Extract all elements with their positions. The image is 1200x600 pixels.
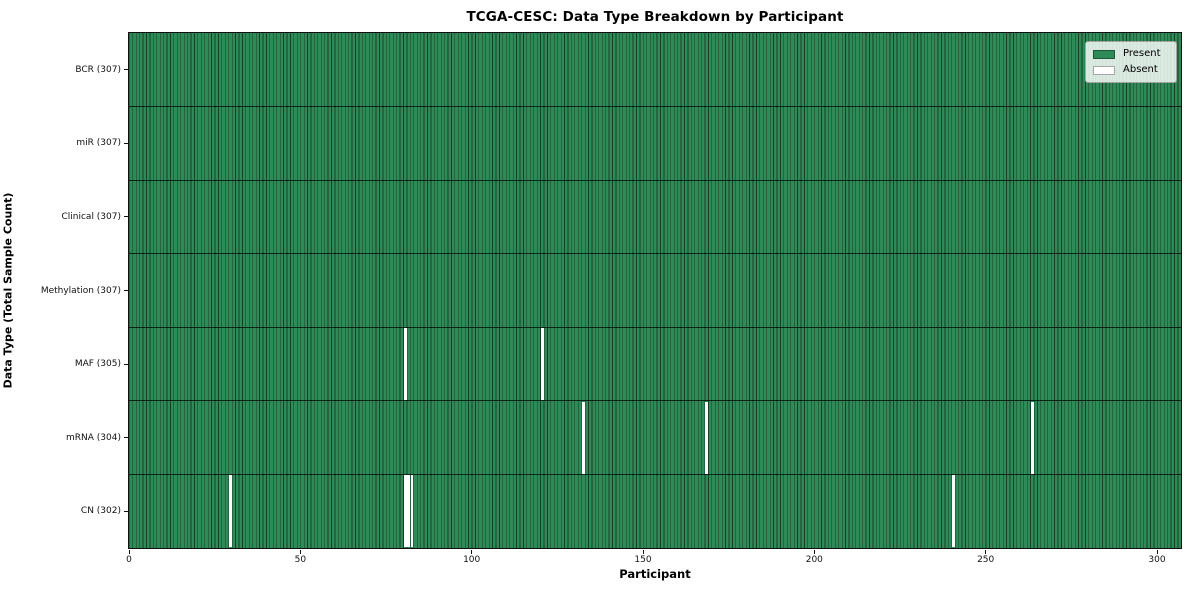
row-divider [129,179,1181,181]
row-divider [129,326,1181,328]
x-tick-label: 200 [805,555,823,565]
y-tick-label: CN (302) [80,506,121,517]
y-tick-label: miR (307) [76,138,121,149]
legend: Present Absent [1085,41,1177,83]
x-tick-mark [985,549,987,554]
legend-entry-present: Present [1093,46,1169,62]
x-tick-label: 250 [977,555,995,565]
x-tick-label: 300 [1148,555,1166,565]
absent-marker-CN-81 [407,475,410,548]
absent-swatch-icon [1093,65,1115,75]
legend-label: Absent [1123,64,1158,75]
absent-marker-mRNA-263 [1030,401,1034,474]
x-tick-mark [642,549,644,554]
x-tick-label: 100 [463,555,481,565]
x-tick-label: 50 [294,555,307,565]
y-tick-label: mRNA (304) [66,432,121,443]
x-tick-mark [813,549,815,554]
x-tick-mark [128,549,130,554]
x-axis-label: Participant [619,567,691,581]
y-tick-mark [123,510,128,512]
y-tick-mark [123,69,128,71]
x-tick-mark [299,549,301,554]
row-divider [129,400,1181,402]
absent-marker-mRNA-132 [582,401,585,474]
absent-marker-MAF-80 [403,328,407,400]
absent-marker-CN-240 [952,475,955,548]
absent-marker-CN-82 [410,475,414,548]
plot-area [128,32,1182,549]
y-tick-mark [123,142,128,144]
y-tick-label: Clinical (307) [61,211,121,222]
y-tick-label: MAF (305) [74,359,121,370]
y-tick-mark [123,216,128,218]
present-swatch-icon [1093,49,1115,59]
chart-title: TCGA-CESC: Data Type Breakdown by Partic… [466,9,844,25]
absent-marker-MAF-120 [540,328,544,400]
x-tick-label: 150 [634,555,652,565]
x-tick-mark [471,549,473,554]
y-tick-mark [123,290,128,291]
row-divider [129,473,1181,475]
legend-label: Present [1123,48,1161,59]
absent-marker-CN-29 [229,475,232,548]
y-tick-label: BCR (307) [75,64,121,75]
y-tick-label: Methylation (307) [40,285,121,296]
y-tick-mark [123,437,128,439]
absent-marker-mRNA-168 [705,401,709,474]
x-tick-mark [1156,549,1158,554]
y-tick-mark [123,363,128,365]
row-divider [129,253,1181,255]
absent-marker-CN-80 [403,475,407,548]
legend-entry-absent: Absent [1093,62,1169,78]
row-divider [129,106,1181,108]
x-tick-label: 0 [126,555,132,565]
